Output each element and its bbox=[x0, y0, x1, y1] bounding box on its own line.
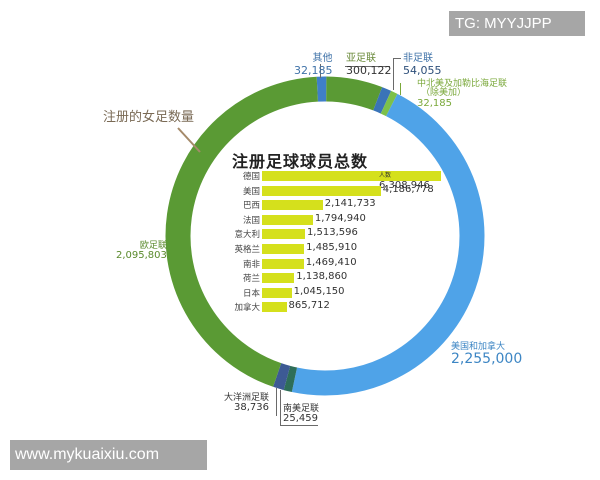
donut-slice bbox=[283, 365, 298, 393]
label-name2: （除美加） bbox=[421, 88, 467, 99]
bar-fill bbox=[262, 273, 295, 284]
bar-fill bbox=[262, 243, 305, 254]
bar-value-label: 1,513,596 bbox=[306, 227, 358, 239]
bar-fill bbox=[262, 171, 441, 181]
bar-fill bbox=[262, 185, 381, 196]
label-value: 32,185 bbox=[294, 63, 333, 77]
label-name: 其他 bbox=[312, 53, 333, 64]
bar-value-label: 2,141,733 bbox=[324, 198, 376, 210]
label-name: 欧足联 bbox=[139, 241, 167, 251]
leader-qita bbox=[320, 64, 321, 78]
female-count-annotation: 注册的女足数量 bbox=[103, 110, 195, 125]
leader-yazulian bbox=[345, 66, 390, 67]
bar-value-label: 1,045,150 bbox=[293, 285, 345, 297]
bar-fill bbox=[262, 214, 313, 225]
label-name: 南美足联 bbox=[283, 404, 320, 414]
watermark-url: www.mykuaixiu.com bbox=[10, 440, 207, 470]
donut-slice bbox=[380, 90, 398, 117]
leader-dayangzhou bbox=[276, 388, 277, 416]
bar-category-label: 德国 bbox=[242, 172, 260, 182]
donut-slice bbox=[273, 363, 291, 391]
bar-category-label: 英格兰 bbox=[234, 244, 260, 255]
label-feizulian: 非足联 54,055 bbox=[403, 53, 442, 77]
label-value: 38,736 bbox=[234, 402, 270, 414]
bar-value-label: 4,186,778 bbox=[382, 183, 434, 195]
bar-category-label: 日本 bbox=[242, 288, 260, 299]
label-value: 32,185 bbox=[417, 97, 452, 109]
bar-fill bbox=[262, 302, 287, 313]
bar-value-label: 1,485,910 bbox=[306, 241, 358, 253]
donut-slice bbox=[165, 76, 318, 387]
watermark-tg: TG: MYYJJPP bbox=[449, 11, 585, 36]
donut-slice bbox=[325, 76, 383, 111]
bar-value-label: 1,138,860 bbox=[296, 271, 348, 283]
label-value: 25,459 bbox=[283, 413, 318, 425]
bar-chart-title: 注册足球球员总数 bbox=[231, 152, 368, 171]
donut-slice bbox=[373, 87, 392, 114]
leader-nanmei bbox=[280, 390, 281, 426]
donut-slice bbox=[291, 93, 485, 396]
bar-category-label: 意大利 bbox=[234, 230, 260, 241]
bar-value-label: 人数6,308,946 bbox=[379, 172, 430, 191]
label-meijia: 美国和加拿大 2,255,000 bbox=[451, 342, 523, 368]
label-name: 亚足联 bbox=[346, 53, 376, 64]
label-qita: 其他 32,185 bbox=[294, 53, 333, 77]
bar-category-label: 法国 bbox=[242, 215, 260, 226]
label-yazulian: 亚足联 300,122 bbox=[346, 53, 392, 77]
unit-label: 人数 bbox=[379, 172, 392, 179]
leader-feizulian-h bbox=[393, 58, 401, 59]
bar-fill bbox=[262, 200, 323, 211]
label-name: 美国和加拿大 bbox=[451, 342, 506, 352]
bar-value-label: 1,794,940 bbox=[314, 212, 366, 224]
bar-fill bbox=[262, 287, 292, 298]
label-name: 大洋洲足联 bbox=[224, 393, 270, 403]
label-value: 54,055 bbox=[403, 63, 442, 77]
bar-category-label: 加拿大 bbox=[234, 303, 260, 314]
bar-category-label: 美国 bbox=[242, 186, 260, 197]
label-zhongbeimei: 中北美及加勒比海足联 （除美加） 32,185 bbox=[417, 79, 508, 109]
bar-category-label: 南非 bbox=[242, 259, 260, 270]
bar-category-label: 巴西 bbox=[242, 201, 260, 212]
label-value: 2,095,803 bbox=[116, 250, 167, 262]
bar-fill bbox=[262, 229, 305, 240]
annotation-arrow bbox=[177, 127, 201, 153]
label-name: 非足联 bbox=[403, 53, 433, 64]
leader-nanmei-h bbox=[280, 425, 318, 426]
bar-value-label: 865,712 bbox=[288, 300, 330, 312]
label-value: 2,255,000 bbox=[451, 351, 523, 368]
label-value: 300,122 bbox=[346, 63, 392, 77]
leader-feizulian bbox=[393, 58, 394, 90]
label-nanmei: 南美足联 25,459 bbox=[283, 404, 320, 425]
leader-zhongbeimei bbox=[400, 83, 401, 95]
label-name: 中北美及加勒比海足联 bbox=[417, 79, 508, 89]
label-ouzulian: 欧足联 2,095,803 bbox=[116, 241, 167, 262]
bar-category-label: 荷兰 bbox=[242, 274, 260, 285]
bar-fill bbox=[262, 258, 304, 269]
bar-value-label: 1,469,410 bbox=[305, 256, 357, 268]
label-dayangzhou: 大洋洲足联 38,736 bbox=[224, 393, 270, 414]
